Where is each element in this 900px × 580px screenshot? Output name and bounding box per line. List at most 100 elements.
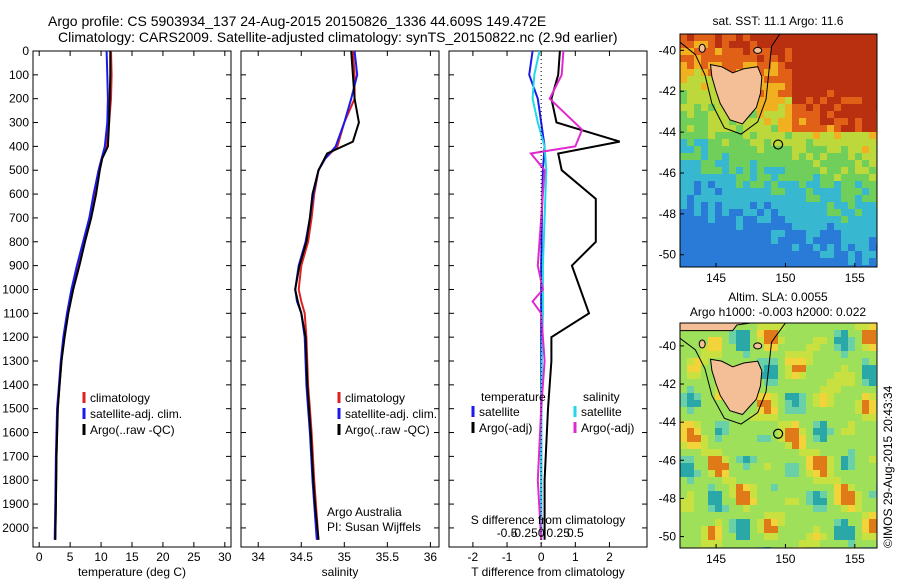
map-cell bbox=[715, 407, 723, 415]
map-cell bbox=[722, 188, 730, 196]
map-cell bbox=[701, 265, 709, 267]
map-cell bbox=[764, 90, 772, 98]
x-tick-label: 34 bbox=[252, 550, 266, 564]
map-cell bbox=[799, 111, 807, 119]
map-cell bbox=[813, 435, 821, 443]
map-cell bbox=[687, 386, 695, 394]
map-cell bbox=[750, 237, 758, 245]
map-cell bbox=[701, 97, 709, 105]
map-cell bbox=[694, 358, 702, 366]
map-cell bbox=[708, 540, 716, 548]
map-cell bbox=[813, 477, 821, 485]
map-cell bbox=[820, 393, 828, 401]
map-cell bbox=[708, 83, 716, 91]
map-cell bbox=[736, 533, 744, 541]
map-cell bbox=[764, 244, 772, 252]
map-cell bbox=[750, 463, 758, 471]
map-cell bbox=[743, 519, 751, 527]
map-cell bbox=[792, 69, 800, 77]
map-cell bbox=[771, 449, 779, 457]
y-tick-label: 700 bbox=[9, 211, 29, 225]
map-cell bbox=[862, 330, 870, 338]
map-cell bbox=[827, 104, 835, 112]
map-cell bbox=[855, 230, 863, 238]
map-cell bbox=[715, 244, 723, 252]
map-cell bbox=[806, 323, 814, 331]
map-cell bbox=[855, 470, 863, 478]
map-cell bbox=[715, 526, 723, 534]
map-cell bbox=[778, 463, 786, 471]
map-cell bbox=[813, 258, 821, 266]
map-cell bbox=[855, 153, 863, 161]
map-cell bbox=[813, 449, 821, 457]
map-cell bbox=[708, 526, 716, 534]
map-cell bbox=[680, 237, 688, 245]
map-cell bbox=[708, 484, 716, 492]
x-tick-label: 145 bbox=[706, 552, 726, 566]
x-tick-label: 150 bbox=[775, 271, 795, 285]
map-cell bbox=[834, 216, 842, 224]
map-cell bbox=[694, 379, 702, 387]
map-cell bbox=[771, 181, 779, 189]
map-cell bbox=[750, 498, 758, 506]
map-cell bbox=[701, 456, 709, 464]
map-cell bbox=[848, 111, 856, 119]
map-cell bbox=[736, 34, 744, 42]
map-cell bbox=[687, 477, 695, 485]
map-cell bbox=[743, 62, 751, 70]
map-cell bbox=[862, 505, 870, 513]
map-cell bbox=[813, 83, 821, 91]
map-cell bbox=[792, 393, 800, 401]
map-cell bbox=[729, 505, 737, 513]
map-cell bbox=[687, 174, 695, 182]
map-cell bbox=[764, 337, 772, 345]
map-cell bbox=[869, 97, 877, 105]
map-cell bbox=[778, 160, 786, 168]
map-cell bbox=[813, 414, 821, 422]
map-cell bbox=[848, 223, 856, 231]
map-cell bbox=[715, 34, 723, 42]
map-cell bbox=[743, 435, 751, 443]
map-cell bbox=[743, 330, 751, 338]
map-cell bbox=[834, 330, 842, 338]
map-cell bbox=[820, 181, 828, 189]
map-cell bbox=[715, 337, 723, 345]
map-cell bbox=[778, 407, 786, 415]
map-cell bbox=[764, 379, 772, 387]
map-cell bbox=[799, 323, 807, 331]
map-cell bbox=[708, 230, 716, 238]
map-cell bbox=[778, 449, 786, 457]
shelf-contour bbox=[680, 323, 786, 425]
map-cell bbox=[827, 351, 835, 359]
map-cell bbox=[757, 358, 765, 366]
map-cell bbox=[806, 463, 814, 471]
map-cell bbox=[785, 104, 793, 112]
map-cell bbox=[827, 258, 835, 266]
map-cell bbox=[813, 428, 821, 436]
map-cell bbox=[855, 167, 863, 175]
map-cell bbox=[778, 153, 786, 161]
map-cell bbox=[862, 48, 870, 56]
map-cell bbox=[757, 540, 765, 548]
map-cell bbox=[820, 41, 828, 49]
map-cell bbox=[778, 519, 786, 527]
map-cell bbox=[785, 265, 793, 267]
map-cell bbox=[848, 526, 856, 534]
map-cell bbox=[785, 230, 793, 238]
map-cell bbox=[841, 132, 849, 140]
map-cell bbox=[813, 344, 821, 352]
map-cell bbox=[862, 118, 870, 126]
map-cell bbox=[869, 48, 877, 56]
y-tick-label: -48 bbox=[659, 207, 677, 221]
map-cell bbox=[813, 55, 821, 63]
map-cell bbox=[708, 125, 716, 133]
map-cell bbox=[841, 125, 849, 133]
map-cell bbox=[806, 330, 814, 338]
map-cell bbox=[862, 512, 870, 520]
map-cell bbox=[778, 97, 786, 105]
map-cell bbox=[827, 188, 835, 196]
map-cell bbox=[792, 251, 800, 259]
map-cell bbox=[848, 230, 856, 238]
map-cell bbox=[792, 421, 800, 429]
map-cell bbox=[736, 442, 744, 450]
